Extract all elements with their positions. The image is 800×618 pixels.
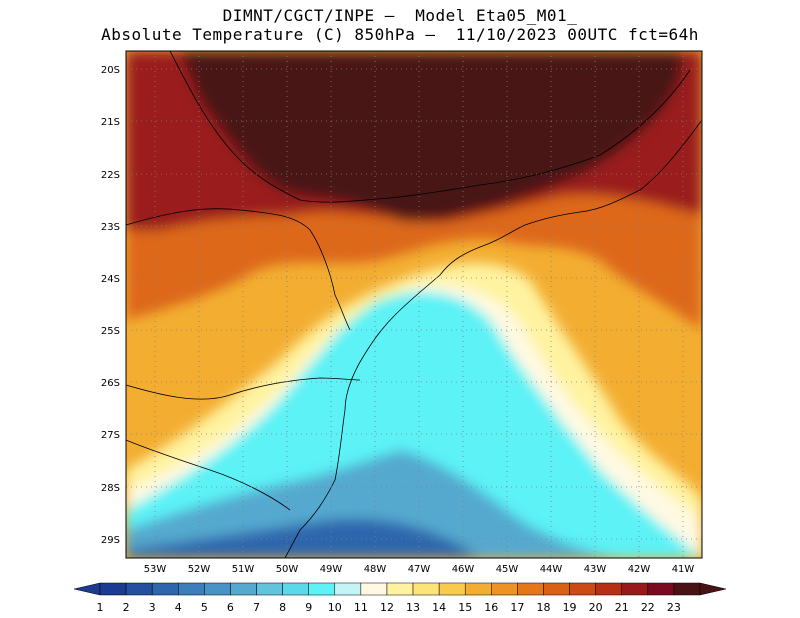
region-cold-south [126,518,480,558]
lon-label: 45W [496,564,519,575]
lon-label: 52W [188,564,211,575]
colorbar-arrow-right [699,582,727,596]
colorbar-swatch [99,582,127,596]
colorbar-swatch [464,582,492,596]
colorbar-label: 1 [97,601,104,614]
lon-label: 53W [144,564,167,575]
colorbar-swatch [491,582,518,596]
colorbar-label: 18 [536,601,550,614]
colorbar-swatch [412,582,440,596]
colorbar-label: 23 [667,601,681,614]
colorbar-label: 12 [380,601,394,614]
colorbar-label: 8 [279,601,286,614]
lon-label: 43W [584,564,607,575]
lon-label: 48W [364,564,387,575]
lat-label: 21S [101,117,120,128]
lat-label: 29S [101,535,120,546]
colorbar-swatch [438,582,466,596]
colorbar-label: 5 [201,601,208,614]
colorbar-swatch [256,582,283,596]
colorbar-swatch [308,582,336,596]
colorbar-swatch [178,582,205,596]
colorbar-label: 10 [328,601,342,614]
lat-label: 22S [101,170,120,181]
colorbar-label: 4 [175,601,182,614]
lon-label: 49W [320,564,343,575]
colorbar-label: 21 [615,601,629,614]
colorbar-label: 11 [354,601,368,614]
lat-label: 27S [101,430,120,441]
lon-label: 51W [232,564,255,575]
colorbar-label: 20 [589,601,603,614]
colorbar-swatch [360,582,388,596]
colorbar-arrow-left [73,582,101,596]
colorbar-swatch [282,582,309,596]
colorbar-label: 16 [484,601,498,614]
region-hot-north [180,51,682,222]
colorbar-swatch [386,582,414,596]
colorbar-swatch [204,582,231,596]
colorbar-label: 22 [641,601,655,614]
colorbar-label: 13 [406,601,420,614]
colorbar-label: 3 [149,601,156,614]
colorbar-swatch [621,582,649,596]
coastline [126,51,702,558]
lat-label: 26S [101,378,120,389]
longitude-labels: 53W 52W 51W 50W 49W 48W 47W 46W 45W 44W 43W 42W 41W [144,564,695,575]
colorbar-label: 15 [458,601,472,614]
colorbar-swatch [334,582,362,596]
colorbar-swatch [125,582,153,596]
colorbar-label: 6 [227,601,234,614]
colorbar-swatch [230,582,257,596]
lon-label: 47W [408,564,431,575]
plot-frame [125,50,703,559]
lat-label: 25S [101,326,120,337]
lat-label: 23S [101,222,120,233]
colorbar-swatch [517,582,544,596]
region-mid-ocean [126,450,620,558]
colorbar-label: 19 [563,601,577,614]
graticule [126,51,702,558]
colorbar-label: 7 [253,601,260,614]
latitude-labels: 20S 21S 22S 23S 24S 25S 26S 27S 28S 29S [101,65,120,546]
colorbar-label: 9 [305,601,312,614]
lon-label: 42W [628,564,651,575]
lon-label: 41W [672,564,695,575]
colorbar-label: 17 [510,601,524,614]
colorbar: 1 2 3 4 5 6 7 8 9 10 11 12 13 14 15 16 17 18 19 20 21 22 23 [73,582,727,614]
colorbar-swatch [647,582,675,596]
lon-label: 44W [540,564,563,575]
lon-label: 50W [276,564,299,575]
lon-label: 46W [452,564,475,575]
lat-label: 24S [101,274,120,285]
colorbar-swatch [569,582,596,596]
lat-label: 20S [101,65,120,76]
map-title: DIMNT/CGCT/INPE – Model Eta05_M01_ [222,6,578,25]
map-subtitle: Absolute Temperature (C) 850hPa – 11/10/… [101,25,699,44]
colorbar-swatch [543,582,570,596]
colorbar-swatch [673,582,701,596]
colorbar-swatch [151,582,179,596]
colorbar-label: 2 [123,601,130,614]
temperature-field [126,51,702,558]
colorbar-swatch [595,582,622,596]
colorbar-label: 14 [432,601,446,614]
lat-label: 28S [101,483,120,494]
